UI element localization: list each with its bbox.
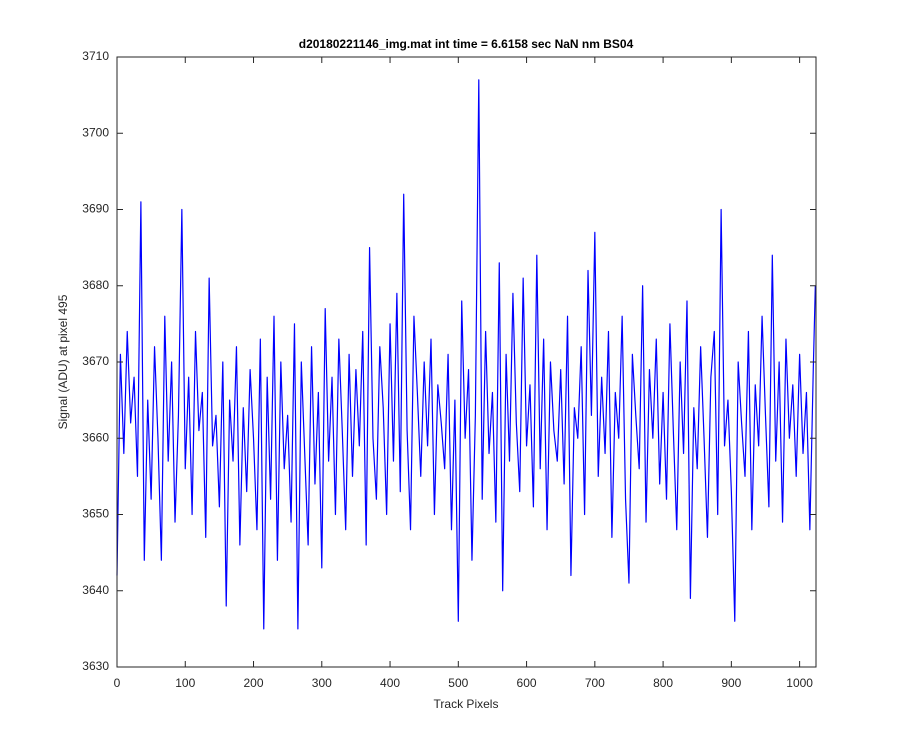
y-tick-label: 3700: [82, 125, 109, 139]
y-tick-label: 3650: [82, 507, 109, 521]
y-tick-label: 3680: [82, 278, 109, 292]
y-tick-label: 3630: [82, 659, 109, 673]
x-axis-label: Track Pixels: [434, 697, 499, 711]
data-line: [116, 79, 816, 630]
chart-title: d20180221146_img.mat int time = 6.6158 s…: [299, 37, 634, 51]
y-tick-label: 3670: [82, 354, 109, 368]
y-axis-label: Signal (ADU) at pixel 495: [56, 294, 70, 429]
x-tick-label: 300: [312, 676, 332, 690]
x-tick-label: 0: [114, 676, 121, 690]
x-tick-label: 100: [175, 676, 195, 690]
x-tick-label: 1000: [786, 676, 813, 690]
x-tick-label: 900: [721, 676, 741, 690]
y-tick-label: 3640: [82, 583, 109, 597]
x-tick-label: 600: [517, 676, 537, 690]
x-tick-label: 200: [244, 676, 264, 690]
y-tick-label: 3710: [82, 49, 109, 63]
x-tick-label: 400: [380, 676, 400, 690]
x-tick-label: 800: [653, 676, 673, 690]
y-tick-label: 3660: [82, 430, 109, 444]
x-tick-label: 700: [585, 676, 605, 690]
y-tick-label: 3690: [82, 202, 109, 216]
x-tick-label: 500: [448, 676, 468, 690]
